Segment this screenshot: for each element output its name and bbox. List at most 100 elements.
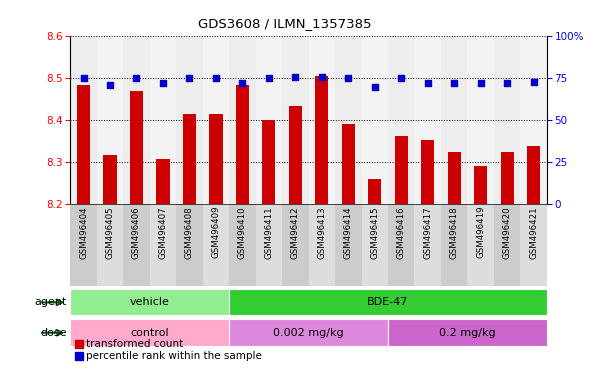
Text: GSM496405: GSM496405: [106, 206, 114, 258]
Bar: [203, 36, 229, 204]
Bar: [70, 204, 97, 286]
Bar: [203, 204, 229, 286]
Bar: [335, 204, 362, 286]
Bar: [150, 36, 176, 204]
Bar: [342, 124, 355, 204]
Point: [449, 80, 459, 86]
Point: [476, 80, 486, 86]
Bar: [156, 159, 170, 204]
Point: [105, 82, 115, 88]
Bar: [388, 204, 414, 286]
Point: [317, 73, 327, 79]
Bar: [176, 36, 203, 204]
Bar: [70, 319, 229, 346]
Text: 0.2 mg/kg: 0.2 mg/kg: [439, 328, 496, 338]
Bar: [123, 36, 150, 204]
Bar: [262, 120, 276, 204]
Bar: [183, 114, 196, 204]
Text: GSM496416: GSM496416: [397, 206, 406, 258]
Bar: [494, 36, 521, 204]
Text: GSM496418: GSM496418: [450, 206, 459, 258]
Bar: [521, 204, 547, 286]
Bar: [362, 36, 388, 204]
Bar: [362, 204, 388, 286]
Point: [79, 75, 89, 81]
Bar: [282, 204, 309, 286]
Text: control: control: [130, 328, 169, 338]
Text: GSM496419: GSM496419: [476, 206, 485, 258]
Text: GSM496414: GSM496414: [344, 206, 353, 258]
Bar: [255, 204, 282, 286]
Point: [158, 80, 168, 86]
Bar: [315, 76, 329, 204]
Bar: [335, 36, 362, 204]
Text: GSM496420: GSM496420: [503, 206, 511, 258]
Bar: [130, 91, 143, 204]
Point: [290, 73, 300, 79]
Text: GSM496409: GSM496409: [211, 206, 221, 258]
Text: GSM496408: GSM496408: [185, 206, 194, 258]
Bar: [236, 85, 249, 204]
Point: [423, 80, 433, 86]
Text: vehicle: vehicle: [130, 297, 170, 308]
Bar: [229, 36, 255, 204]
Point: [502, 80, 512, 86]
Bar: [467, 36, 494, 204]
Bar: [309, 204, 335, 286]
Text: GSM496410: GSM496410: [238, 206, 247, 258]
Bar: [289, 106, 302, 204]
Bar: [97, 36, 123, 204]
Point: [370, 84, 379, 90]
Bar: [395, 136, 408, 204]
Point: [238, 80, 247, 86]
Text: GDS3608 / ILMN_1357385: GDS3608 / ILMN_1357385: [198, 17, 371, 30]
Point: [264, 75, 274, 81]
Bar: [97, 204, 123, 286]
Bar: [441, 36, 467, 204]
Bar: [229, 319, 388, 346]
Bar: [467, 204, 494, 286]
Bar: [494, 204, 521, 286]
Bar: [441, 204, 467, 286]
Bar: [421, 140, 434, 204]
Bar: [70, 36, 97, 204]
Text: BDE-47: BDE-47: [367, 297, 409, 308]
Text: GSM496404: GSM496404: [79, 206, 88, 258]
Bar: [103, 156, 117, 204]
Bar: [77, 84, 90, 204]
Bar: [368, 179, 381, 204]
Text: GSM496406: GSM496406: [132, 206, 141, 258]
Text: GSM496421: GSM496421: [529, 206, 538, 258]
Bar: [229, 204, 255, 286]
Point: [131, 75, 141, 81]
Bar: [229, 290, 547, 315]
Bar: [282, 36, 309, 204]
Legend: transformed count, percentile rank within the sample: transformed count, percentile rank withi…: [76, 339, 262, 361]
Point: [343, 75, 353, 81]
Text: GSM496407: GSM496407: [158, 206, 167, 258]
Bar: [500, 152, 514, 204]
Text: GSM496417: GSM496417: [423, 206, 432, 258]
Bar: [209, 114, 222, 204]
Bar: [388, 319, 547, 346]
Bar: [255, 36, 282, 204]
Bar: [447, 152, 461, 204]
Bar: [70, 290, 229, 315]
Text: 0.002 mg/kg: 0.002 mg/kg: [273, 328, 344, 338]
Bar: [176, 204, 203, 286]
Point: [211, 75, 221, 81]
Bar: [388, 36, 414, 204]
Bar: [474, 166, 488, 204]
Text: dose: dose: [41, 328, 67, 338]
Point: [397, 75, 406, 81]
Text: GSM496415: GSM496415: [370, 206, 379, 258]
Point: [529, 78, 538, 84]
Text: GSM496412: GSM496412: [291, 206, 300, 258]
Bar: [123, 204, 150, 286]
Text: GSM496411: GSM496411: [265, 206, 273, 258]
Bar: [527, 146, 540, 204]
Bar: [414, 36, 441, 204]
Text: agent: agent: [35, 297, 67, 308]
Bar: [150, 204, 176, 286]
Bar: [521, 36, 547, 204]
